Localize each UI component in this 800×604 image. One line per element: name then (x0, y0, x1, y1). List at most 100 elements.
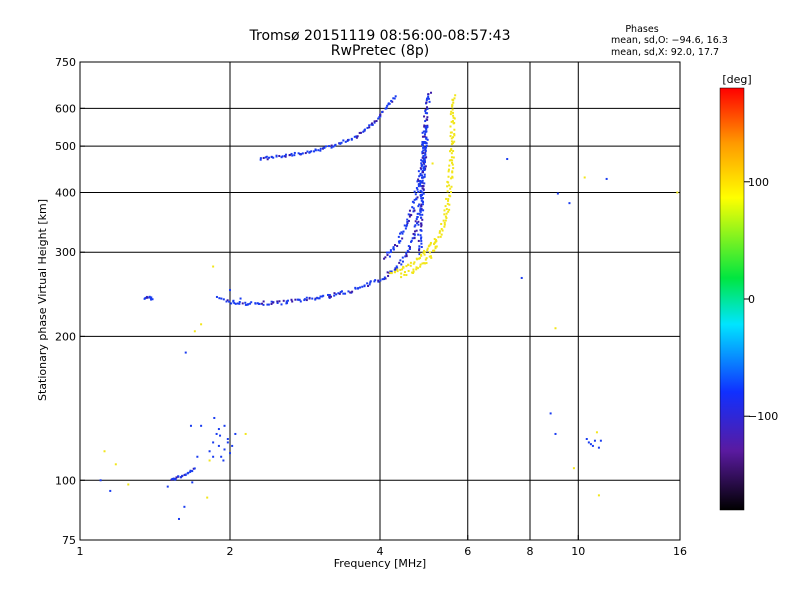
o-mode-point (396, 266, 399, 269)
o-mode-point (280, 156, 283, 159)
o-mode-point (324, 145, 327, 148)
o-mode-point (406, 221, 409, 224)
o-mode-point (389, 270, 392, 273)
o-mode-point (413, 233, 416, 236)
o-mode-point (254, 302, 257, 305)
o-mode-point (244, 303, 247, 306)
x-mode-point (444, 205, 447, 208)
o-mode-point (393, 268, 396, 271)
o-mode-point (347, 138, 350, 141)
o-mode-point (423, 158, 426, 161)
o-mode-point (421, 179, 424, 182)
o-mode-point (303, 298, 306, 301)
o-mode-point (383, 278, 386, 281)
o-mode-point (395, 265, 398, 268)
o-mode-point (605, 177, 608, 180)
o-mode-point (428, 100, 431, 103)
o-mode-point (425, 146, 428, 149)
x-mode-point (114, 463, 117, 466)
x-mode-point (403, 273, 406, 276)
x-mode-point (452, 116, 455, 119)
o-mode-point (423, 163, 426, 166)
x-mode-point (450, 120, 453, 123)
o-mode-point (236, 302, 239, 305)
o-mode-point (414, 220, 417, 223)
x-mode-point (451, 170, 454, 173)
x-mode-point (419, 265, 422, 268)
o-mode-point (420, 180, 423, 183)
o-mode-point (359, 131, 362, 134)
o-mode-point (222, 459, 225, 462)
o-mode-point (427, 93, 430, 96)
o-mode-point (404, 255, 407, 258)
o-mode-point (420, 162, 423, 165)
o-mode-point (308, 297, 311, 300)
o-mode-point (330, 295, 333, 298)
o-mode-point (426, 116, 429, 119)
o-mode-point (281, 155, 284, 158)
x-mode-point (451, 120, 454, 123)
x-mode-point (449, 195, 452, 198)
x-mode-point (446, 185, 449, 188)
x-mode-point (452, 99, 455, 102)
x-mode-point (441, 229, 444, 232)
o-mode-point (366, 126, 369, 129)
o-mode-point (344, 140, 347, 143)
o-mode-point (285, 300, 288, 303)
x-mode-point (428, 255, 431, 258)
x-mode-point (443, 213, 446, 216)
o-mode-point (423, 115, 426, 118)
o-mode-point (392, 97, 395, 100)
x-axis-label: Frequency [MHz] (334, 557, 426, 570)
x-mode-point (448, 150, 451, 153)
o-mode-point (411, 237, 414, 240)
o-mode-point (239, 297, 242, 300)
o-mode-point (419, 189, 422, 192)
o-mode-point (408, 209, 411, 212)
o-mode-point (395, 268, 398, 271)
x-mode-point (396, 270, 399, 273)
o-mode-point (419, 172, 422, 175)
o-mode-point (412, 207, 415, 210)
x-mode-point (445, 197, 448, 200)
x-mode-point (451, 159, 454, 162)
o-mode-point (422, 209, 425, 212)
o-mode-point (400, 263, 403, 266)
o-mode-point (412, 201, 415, 204)
o-mode-point (219, 434, 222, 437)
o-mode-point (399, 232, 402, 235)
x-mode-point (430, 256, 433, 259)
o-mode-point (339, 291, 342, 294)
o-mode-point (390, 251, 393, 254)
o-mode-point (407, 219, 410, 222)
o-mode-point (417, 178, 420, 181)
o-mode-point (150, 298, 153, 301)
y-tick-label: 750 (55, 56, 76, 69)
o-mode-point (355, 136, 358, 139)
o-mode-point (386, 104, 389, 107)
o-mode-point (422, 192, 425, 195)
o-mode-point (148, 296, 151, 299)
x-mode-point (444, 219, 447, 222)
o-mode-point (397, 235, 400, 238)
x-mode-point (453, 140, 456, 143)
o-mode-point (591, 444, 594, 447)
o-mode-point (381, 111, 384, 114)
x-mode-point (429, 241, 432, 244)
o-mode-point (413, 190, 416, 193)
o-mode-point (262, 303, 265, 306)
o-mode-point (410, 239, 413, 242)
y-tick-label: 300 (55, 246, 76, 259)
o-mode-point (288, 153, 291, 156)
o-mode-point (419, 229, 422, 232)
o-mode-point (174, 478, 177, 481)
o-mode-point (313, 150, 316, 153)
o-mode-point (420, 239, 423, 242)
o-mode-point (399, 259, 402, 262)
o-mode-point (420, 222, 423, 225)
o-mode-point (407, 245, 410, 248)
o-mode-point (415, 218, 418, 221)
o-mode-point (247, 303, 250, 306)
o-mode-point (403, 224, 406, 227)
o-mode-point (414, 224, 417, 227)
